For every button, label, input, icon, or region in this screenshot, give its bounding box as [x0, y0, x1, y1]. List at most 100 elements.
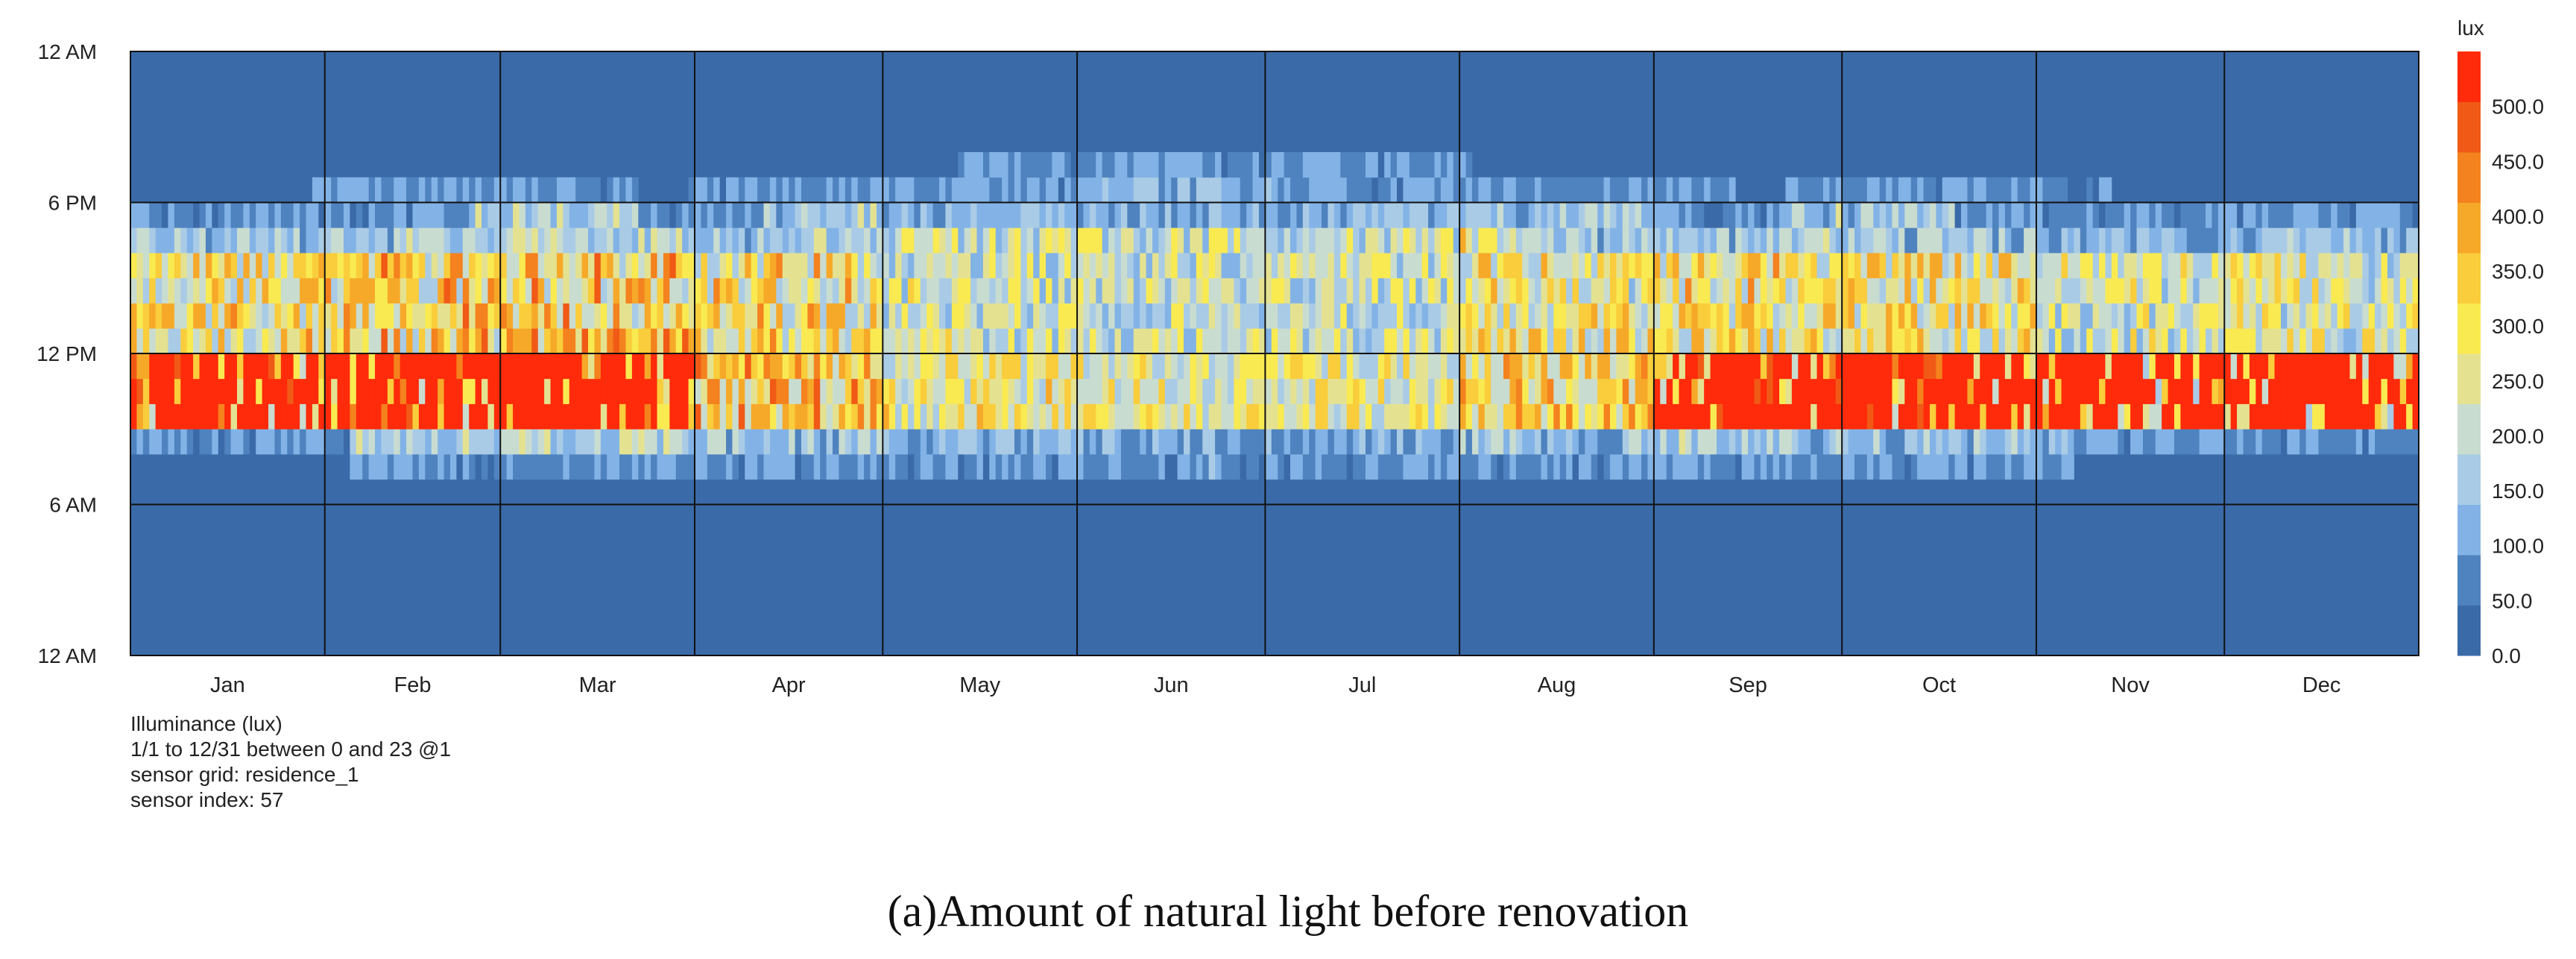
heatmap-cell — [2399, 378, 2407, 404]
heatmap-cell — [2017, 303, 2024, 329]
heatmap-cell — [1898, 303, 1905, 329]
heatmap-cell — [1434, 227, 1442, 254]
heatmap-cell — [2011, 454, 2018, 480]
heatmap-cell — [2243, 378, 2250, 404]
heatmap-cell — [1284, 253, 1291, 279]
heatmap-cell — [958, 303, 965, 329]
heatmap-cell — [2024, 378, 2030, 404]
heatmap-cell — [839, 353, 846, 380]
heatmap-cell — [475, 202, 482, 228]
heatmap-cell — [1723, 202, 1730, 228]
heatmap-cell — [726, 227, 733, 254]
heatmap-cell — [2168, 202, 2175, 228]
heatmap-cell — [2111, 277, 2118, 304]
heatmap-cell — [149, 328, 157, 354]
heatmap-cell — [343, 277, 350, 304]
heatmap-cell — [569, 378, 576, 404]
heatmap-cell — [519, 227, 526, 254]
heatmap-cell — [1779, 303, 1786, 329]
heatmap-cell — [2080, 429, 2087, 455]
heatmap-cell — [1917, 202, 1924, 228]
heatmap-cell — [186, 303, 194, 329]
heatmap-cell — [1917, 227, 1924, 254]
heatmap-cell — [236, 429, 244, 455]
heatmap-cell — [2099, 403, 2106, 430]
heatmap-cell — [180, 202, 188, 228]
heatmap-cell — [789, 177, 795, 203]
heatmap-cell — [2399, 353, 2407, 380]
heatmap-cell — [362, 227, 370, 254]
heatmap-cell — [1716, 177, 1723, 203]
heatmap-cell — [2237, 403, 2244, 430]
heatmap-cell — [1290, 227, 1297, 254]
heatmap-cell — [2268, 403, 2275, 430]
heatmap-cell — [745, 454, 752, 480]
heatmap-cell — [287, 253, 294, 279]
heatmap-cell — [394, 378, 401, 404]
heatmap-cell — [833, 429, 839, 455]
heatmap-cell — [663, 202, 670, 228]
heatmap-cell — [864, 353, 871, 380]
heatmap-cell — [1961, 403, 1968, 430]
heatmap-cell — [1421, 328, 1429, 354]
heatmap-cell — [142, 353, 150, 380]
heatmap-cell — [287, 303, 294, 329]
heatmap-cell — [1954, 227, 1962, 254]
heatmap-cell — [1384, 253, 1391, 279]
heatmap-cell — [1697, 403, 1705, 430]
heatmap-cell — [851, 353, 859, 380]
heatmap-cell — [162, 202, 168, 228]
heatmap-cell — [1585, 303, 1592, 329]
heatmap-cell — [1421, 378, 1429, 404]
heatmap-cell — [1666, 353, 1673, 380]
heatmap-cell — [945, 277, 953, 304]
heatmap-cell — [1873, 202, 1881, 228]
heatmap-cell — [1333, 253, 1341, 279]
heatmap-cell — [738, 353, 745, 380]
heatmap-cell — [1566, 303, 1573, 329]
heatmap-cell — [2355, 202, 2363, 228]
heatmap-cell — [350, 202, 357, 228]
heatmap-cell — [1328, 429, 1335, 455]
heatmap-cell — [694, 454, 701, 480]
heatmap-cell — [789, 202, 795, 228]
heatmap-cell — [1967, 177, 1974, 203]
heatmap-cell — [1572, 328, 1579, 354]
heatmap-cell — [1008, 202, 1015, 228]
heatmap-cell — [2274, 202, 2282, 228]
heatmap-cell — [1333, 328, 1341, 354]
heatmap-cell — [2212, 303, 2219, 329]
heatmap-cell — [1647, 253, 1655, 279]
heatmap-cell — [964, 353, 971, 380]
heatmap-cell — [1258, 227, 1266, 254]
heatmap-cell — [1509, 454, 1517, 480]
heatmap-cell — [2337, 253, 2344, 279]
heatmap-cell — [1866, 353, 1874, 380]
heatmap-cell — [438, 177, 444, 203]
heatmap-cell — [713, 277, 721, 304]
heatmap-cell — [2199, 403, 2206, 430]
heatmap-cell — [1873, 378, 1881, 404]
heatmap-cell — [1371, 202, 1379, 228]
heatmap-cell — [368, 403, 376, 430]
heatmap-cell — [2186, 227, 2194, 254]
heatmap-cell — [236, 227, 244, 254]
heatmap-cell — [387, 454, 394, 480]
heatmap-cell — [726, 253, 733, 279]
heatmap-cell — [2368, 227, 2375, 254]
heatmap-cell — [1509, 378, 1517, 404]
heatmap-cell — [2042, 177, 2050, 203]
heatmap-cell — [1070, 202, 1078, 228]
heatmap-cell — [1397, 378, 1404, 404]
heatmap-cell — [2111, 328, 2118, 354]
heatmap-cell — [2105, 227, 2112, 254]
heatmap-cell — [2249, 202, 2256, 228]
heatmap-cell — [537, 253, 545, 279]
heatmap-cell — [1052, 253, 1059, 279]
heatmap-cell — [1585, 253, 1592, 279]
heatmap-cell — [1622, 277, 1629, 304]
heatmap-cell — [1089, 277, 1096, 304]
heatmap-cell — [1822, 378, 1830, 404]
heatmap-cell — [1120, 253, 1128, 279]
heatmap-cell — [2168, 429, 2175, 455]
